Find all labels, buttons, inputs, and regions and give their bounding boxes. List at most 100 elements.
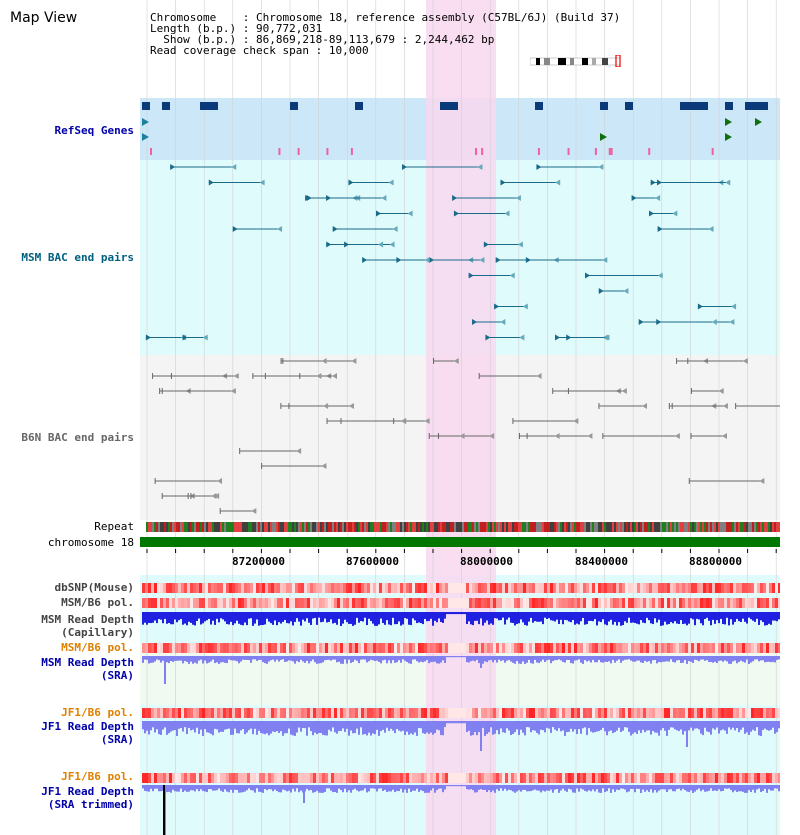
msm-pol-sra-cell (349, 643, 352, 653)
jf1-depth-trim-bar (776, 785, 778, 789)
msm-depth-sra-bar (182, 656, 184, 664)
msm-pol-cell (631, 598, 634, 608)
msm-pol-sra-cell (676, 643, 679, 653)
jf1-depth-sra-bar (340, 721, 342, 731)
msm-pol-sra-cell (163, 643, 166, 653)
repeat-bar (752, 522, 754, 532)
jf1-pol-cell (583, 708, 586, 718)
msm-depth-sra-bar (328, 656, 330, 660)
msm-depth-sra-bar (142, 656, 144, 663)
jf1-depth-trim-bar (206, 785, 208, 793)
msm-depth-cap-bar (554, 612, 556, 622)
jf1-pol-trim-cell (415, 773, 418, 783)
jf1-depth-trim-bar (490, 785, 492, 793)
repeat-bar (682, 522, 684, 532)
jf1-depth-trim-bar (756, 785, 758, 790)
msm-pol-cell (406, 598, 409, 608)
jf1-depth-trim-bar (152, 785, 154, 792)
repeat-bar (554, 522, 556, 532)
genome-browser-plot[interactable] (140, 0, 780, 835)
jf1-pol-cell (304, 708, 307, 718)
repeat-bar (432, 522, 434, 532)
jf1-depth-trim-bar (392, 785, 394, 790)
msm-depth-sra-bar (198, 656, 200, 661)
dbsnp-cell (775, 583, 778, 593)
track-label-b6n-bac[interactable]: B6N BAC end pairs (21, 431, 134, 444)
jf1-depth-sra-bar (398, 721, 400, 731)
track-label-repeat[interactable]: Repeat (94, 520, 134, 533)
msm-bac-end (202, 334, 208, 341)
dbsnp-cell (547, 583, 550, 593)
dbsnp-cell (481, 583, 484, 593)
msm-pol-cell (316, 598, 319, 608)
msm-depth-sra-bar (708, 656, 710, 662)
msm-bac-end (649, 210, 655, 217)
jf1-pol-trim-cell (343, 773, 346, 783)
msm-bac-end (697, 303, 703, 310)
jf1-depth-sra-bar (376, 721, 378, 730)
msm-depth-cap-bar (318, 612, 320, 618)
track-label-refseq[interactable]: RefSeq Genes (54, 124, 134, 137)
jf1-depth-trim-bar (698, 785, 700, 789)
msm-pol-sra-cell (226, 643, 229, 653)
jf1-depth-trim-bar (186, 785, 188, 792)
repeat-bar (222, 522, 224, 532)
jf1-depth-sra-bar (270, 721, 272, 734)
msm-pol-cell (589, 598, 592, 608)
msm-pol-sra-cell (727, 643, 730, 653)
track-label-msm-bac[interactable]: MSM BAC end pairs (21, 251, 134, 264)
jf1-depth-trim-bar (612, 785, 614, 790)
jf1-depth-trim-bar (480, 785, 482, 790)
track-label-msm-depth-sra[interactable]: MSM Read Depth (SRA) (41, 656, 134, 682)
msm-depth-cap-bar (260, 612, 262, 625)
msm-depth-cap-bar (476, 612, 478, 621)
track-label-jf1-pol-trimmed[interactable]: JF1/B6 pol. (61, 770, 134, 783)
jf1-depth-trim-bar (158, 785, 160, 792)
repeat-bar (478, 522, 480, 532)
jf1-depth-sra-bar (470, 721, 472, 736)
jf1-depth-sra-bar (460, 721, 462, 724)
msm-depth-cap-bar (212, 612, 214, 621)
dbsnp-cell (361, 583, 364, 593)
msm-depth-sra-bar (350, 656, 352, 663)
track-label-chromosome[interactable]: chromosome 18 (47, 536, 134, 549)
jf1-pol-cell (754, 708, 757, 718)
dbsnp-cell (394, 583, 397, 593)
track-label-jf1-depth-sra[interactable]: JF1 Read Depth (SRA) (41, 720, 134, 746)
chromosome-value: Chromosome 18, reference assembly (C57BL… (255, 11, 621, 24)
jf1-pol-trim-cell (553, 773, 556, 783)
msm-depth-cap-bar (418, 612, 420, 623)
repeat-bar (164, 522, 166, 532)
track-label-msm-pol-sra[interactable]: MSM/B6 pol. (61, 641, 134, 654)
msm-pol-sra-cell (673, 643, 676, 653)
msm-depth-cap-bar (688, 612, 690, 624)
jf1-depth-trim-bar (704, 785, 706, 792)
jf1-depth-sra-bar (226, 721, 228, 730)
chromosome-ideogram[interactable] (529, 52, 622, 68)
repeat-bar (182, 522, 184, 532)
msm-depth-cap-bar (652, 612, 654, 625)
track-label-msm-depth-capillary[interactable]: MSM Read Depth (Capillary) (41, 613, 134, 639)
repeat-bar (722, 522, 724, 532)
jf1-depth-sra-bar (186, 721, 188, 735)
track-label-jf1-pol[interactable]: JF1/B6 pol. (61, 706, 134, 719)
repeat-bar (382, 522, 384, 532)
msm-depth-cap-bar (570, 612, 572, 623)
msm-pol-cell (307, 598, 310, 608)
repeat-bar (178, 522, 180, 532)
msm-pol-cell (520, 598, 523, 608)
track-label-dbsnp[interactable]: dbSNP(Mouse) (54, 581, 134, 594)
jf1-depth-sra-bar (434, 721, 436, 734)
jf1-depth-trim-bar (520, 785, 522, 792)
jf1-pol-cell (148, 708, 151, 718)
jf1-depth-trim-bar (380, 785, 382, 789)
msm-pol-sra-cell (355, 643, 358, 653)
track-label-jf1-depth-trimmed[interactable]: JF1 Read Depth (SRA trimmed) (41, 785, 134, 811)
msm-depth-cap-bar (468, 612, 470, 622)
jf1-depth-trim-bar (656, 785, 658, 793)
track-canvas[interactable] (140, 0, 780, 835)
jf1-depth-sra-bar (652, 721, 654, 731)
repeat-bar (698, 522, 700, 532)
msm-depth-sra-bar (460, 656, 462, 658)
track-label-msm-pol[interactable]: MSM/B6 pol. (61, 596, 134, 609)
